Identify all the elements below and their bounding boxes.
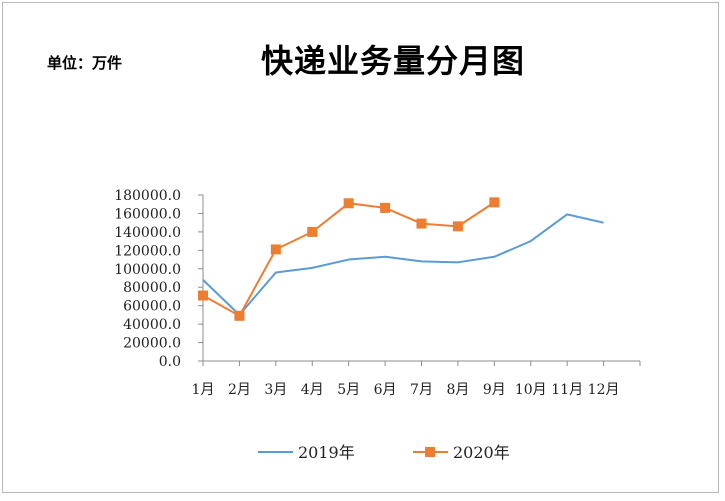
data-point-marker [489, 197, 500, 208]
x-tick-label: 5月 [337, 382, 360, 398]
data-point-marker [416, 218, 427, 229]
x-tick-label: 4月 [301, 382, 324, 398]
x-tick-label: 3月 [264, 382, 287, 398]
chart-title: 快递业务量分月图 [260, 42, 525, 80]
data-point-marker [343, 198, 354, 209]
y-tick-label: 140000.0 [114, 225, 181, 241]
series-line-0 [202, 213, 604, 316]
legend-marker-1 [425, 447, 435, 457]
x-tick-label: 7月 [410, 382, 433, 398]
x-tick-label: 6月 [374, 382, 397, 398]
x-tick-label: 11月 [551, 382, 583, 398]
x-tick-label: 10月 [515, 382, 547, 398]
data-point-marker [307, 226, 318, 237]
data-point-marker [198, 290, 208, 301]
data-point-marker [234, 310, 245, 321]
y-tick-label: 180000.0 [114, 188, 181, 204]
x-tick-label: 8月 [446, 382, 469, 398]
y-tick-label: 0.0 [159, 354, 181, 370]
legend-label-0: 2019年 [298, 443, 355, 462]
y-tick-label: 160000.0 [114, 206, 181, 222]
chart-frame [2, 2, 719, 493]
data-point-marker [270, 244, 281, 255]
y-tick-label: 60000.0 [123, 299, 181, 315]
y-tick-label: 20000.0 [123, 336, 181, 352]
x-tick-label: 2月 [228, 382, 251, 398]
legend-label-1: 2020年 [453, 443, 510, 462]
y-tick-label: 100000.0 [114, 262, 181, 278]
y-tick-label: 40000.0 [123, 317, 181, 333]
data-point-marker [452, 221, 463, 232]
x-tick-label: 12月 [588, 382, 620, 398]
x-tick-label: 9月 [483, 382, 506, 398]
y-tick-label: 80000.0 [123, 280, 181, 296]
y-tick-label: 120000.0 [114, 243, 181, 259]
data-point-marker [380, 202, 391, 213]
unit-label: 单位：万件 [47, 54, 123, 72]
x-tick-label: 1月 [192, 382, 215, 398]
